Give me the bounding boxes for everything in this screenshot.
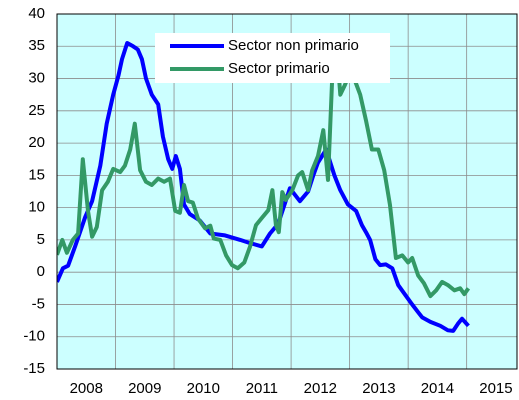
x-tick-label: 2009 [128,380,161,397]
x-tick-label: 2010 [187,380,220,397]
x-tick-label: 2012 [304,380,337,397]
labels: -15 -10 -5 0 5 10 15 20 25 30 35 40 2008 2009 2010 2011… [23,5,512,397]
y-tick-label: -5 [32,295,45,312]
legend-label: Sector primario [228,60,330,77]
x-tick-label: 2011 [246,380,278,397]
legend-box [155,33,390,83]
series-line [57,37,471,299]
y-tick-label: 10 [28,199,45,216]
x-tick-label: 2008 [70,380,103,397]
y-tick-label: 35 [28,37,45,54]
legend: Sector non primario Sector primario [155,33,390,83]
x-tick-label: 2014 [421,380,454,397]
y-tick-label: 40 [28,5,45,22]
x-tick-label: 2015 [479,380,512,397]
lines [57,37,471,333]
plot-border [56,13,518,370]
y-tick-label: 5 [37,231,45,248]
series-line [57,41,470,333]
y-tick-label: 0 [37,263,45,280]
y-tick-label: -15 [23,360,45,377]
y-tick-label: 15 [28,166,45,183]
y-tick-label: 25 [28,102,45,119]
y-tick-label: 30 [28,70,45,87]
y-tick-label: -10 [23,328,45,345]
legend-label: Sector non primario [228,37,359,54]
x-tick-label: 2013 [362,380,395,397]
y-tick-label: 20 [28,134,45,151]
